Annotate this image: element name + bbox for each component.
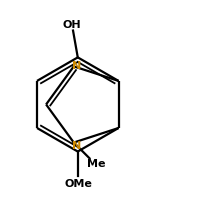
Text: OH: OH [63, 20, 81, 29]
Text: N: N [72, 140, 81, 150]
Text: Me: Me [87, 158, 106, 168]
Text: N: N [72, 61, 81, 71]
Text: OMe: OMe [64, 178, 92, 188]
